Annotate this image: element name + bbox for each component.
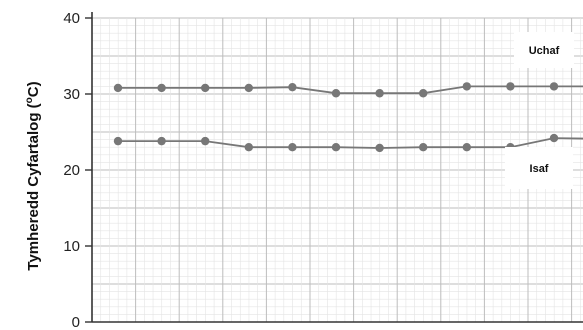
series-points	[113, 82, 559, 153]
data-point-uchaf	[244, 83, 253, 93]
series-label-bg	[505, 147, 573, 189]
data-point-uchaf	[549, 82, 559, 91]
y-ticks: 0 10 20 30 40	[63, 10, 92, 330]
data-point-uchaf	[113, 83, 123, 93]
series-labels: Uchaf Isaf	[505, 32, 574, 189]
series-line-uchaf	[118, 85, 583, 95]
data-point-isaf	[244, 143, 253, 152]
data-point-uchaf	[288, 82, 297, 92]
series-line-isaf	[118, 137, 583, 149]
data-point-uchaf	[419, 89, 428, 98]
y-tick-label: 10	[63, 238, 80, 255]
data-point-isaf	[375, 143, 384, 153]
series-label-bg	[514, 32, 574, 68]
y-tick-label: 30	[63, 86, 80, 103]
data-point-isaf	[549, 133, 559, 143]
data-point-isaf	[462, 143, 471, 152]
data-point-isaf	[113, 136, 123, 146]
y-tick-label: 0	[72, 314, 80, 330]
series-label-isaf: Isaf	[530, 163, 549, 175]
data-point-uchaf	[462, 82, 471, 91]
data-point-uchaf	[375, 89, 384, 98]
data-point-isaf	[201, 136, 210, 146]
data-point-uchaf	[201, 83, 210, 93]
grid	[91, 17, 583, 323]
axes	[91, 12, 583, 323]
data-point-isaf	[157, 136, 166, 146]
series-lines	[118, 85, 583, 149]
y-tick-label: 20	[63, 162, 80, 179]
series-label-uchaf: Uchaf	[529, 45, 560, 57]
data-point-uchaf	[506, 82, 515, 91]
data-point-isaf	[331, 143, 341, 152]
data-point-uchaf	[157, 83, 166, 93]
y-tick-label: 40	[63, 10, 80, 27]
data-point-isaf	[288, 143, 297, 152]
data-point-uchaf	[331, 89, 341, 98]
data-point-isaf	[419, 143, 428, 152]
